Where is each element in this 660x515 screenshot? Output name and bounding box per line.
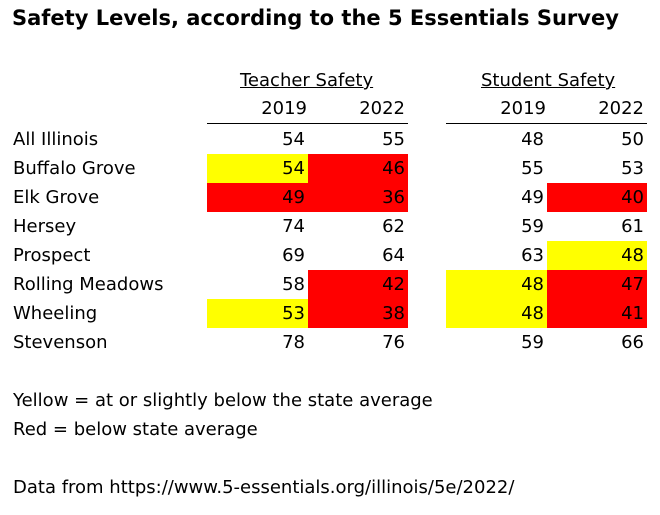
yellow-legend-note: Yellow = at or slightly below the state … xyxy=(13,390,433,411)
row-label: Buffalo Grove xyxy=(13,158,136,179)
teacher-value-cell: 55 xyxy=(382,129,405,150)
teacher-value-cell: 36 xyxy=(308,183,408,212)
teacher-value-cell: 49 xyxy=(207,183,308,212)
teacher-safety-header: Teacher Safety xyxy=(240,70,374,91)
student-header-rule xyxy=(446,123,647,124)
teacher-value-cell: 58 xyxy=(282,274,305,295)
student-value-cell: 48 xyxy=(521,129,544,150)
row-label: Rolling Meadows xyxy=(13,274,164,295)
red-legend-note: Red = below state average xyxy=(13,419,258,440)
teacher-value-cell: 64 xyxy=(382,245,405,266)
row-label: Hersey xyxy=(13,216,77,237)
student-value-cell: 53 xyxy=(621,158,644,179)
teacher-value-cell: 54 xyxy=(207,154,308,183)
student-value-cell: 59 xyxy=(521,332,544,353)
row-label: All Illinois xyxy=(13,129,99,150)
teacher-year-2019: 2019 xyxy=(261,98,307,119)
row-label: Elk Grove xyxy=(13,187,100,208)
student-value-cell: 66 xyxy=(621,332,644,353)
row-label: Stevenson xyxy=(13,332,108,353)
teacher-value-cell: 62 xyxy=(382,216,405,237)
student-value-cell: 61 xyxy=(621,216,644,237)
teacher-year-2022: 2022 xyxy=(359,98,405,119)
row-label: Wheeling xyxy=(13,303,98,324)
teacher-value-cell: 69 xyxy=(282,245,305,266)
teacher-value-cell: 78 xyxy=(282,332,305,353)
student-value-cell: 48 xyxy=(446,299,547,328)
student-value-cell: 48 xyxy=(446,270,547,299)
chart-title: Safety Levels, according to the 5 Essent… xyxy=(12,6,619,30)
student-value-cell: 55 xyxy=(521,158,544,179)
teacher-value-cell: 38 xyxy=(308,299,408,328)
teacher-value-cell: 46 xyxy=(308,154,408,183)
row-label: Prospect xyxy=(13,245,91,266)
student-value-cell: 48 xyxy=(547,241,647,270)
teacher-value-cell: 42 xyxy=(308,270,408,299)
data-source: Data from https://www.5-essentials.org/i… xyxy=(13,477,515,498)
student-value-cell: 50 xyxy=(621,129,644,150)
student-year-2022: 2022 xyxy=(598,98,644,119)
student-safety-header: Student Safety xyxy=(481,70,616,91)
student-value-cell: 47 xyxy=(547,270,647,299)
student-value-cell: 63 xyxy=(521,245,544,266)
student-value-cell: 59 xyxy=(521,216,544,237)
teacher-value-cell: 74 xyxy=(282,216,305,237)
teacher-value-cell: 53 xyxy=(207,299,308,328)
student-value-cell: 49 xyxy=(521,187,544,208)
student-value-cell: 40 xyxy=(547,183,647,212)
teacher-value-cell: 54 xyxy=(282,129,305,150)
student-year-2019: 2019 xyxy=(500,98,546,119)
teacher-value-cell: 76 xyxy=(382,332,405,353)
teacher-header-rule xyxy=(207,123,408,124)
student-value-cell: 41 xyxy=(547,299,647,328)
